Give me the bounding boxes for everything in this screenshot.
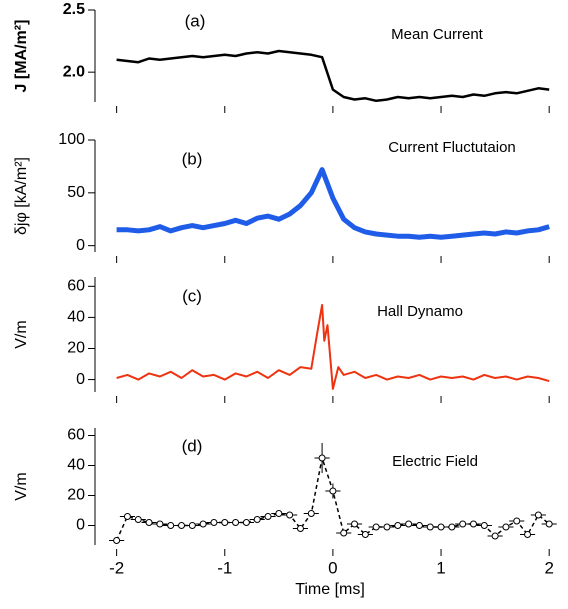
y-tick-label: 40 (67, 457, 85, 474)
panel-label: (a) (185, 11, 206, 30)
y-tick-label: 2.5 (63, 1, 85, 18)
point (199, 520, 207, 528)
y-tick-label: 2.0 (63, 63, 85, 80)
point (545, 520, 553, 528)
y-tick-label: 20 (67, 487, 85, 504)
point (123, 513, 131, 520)
line (116, 49, 550, 103)
point (437, 523, 445, 531)
point (221, 519, 229, 526)
x-tick-label: 2 (544, 558, 553, 577)
point (394, 522, 402, 529)
point (502, 523, 510, 531)
point (264, 513, 272, 520)
point (253, 516, 261, 523)
point (145, 519, 153, 526)
y-axis-label: δjφ [kA/m²] (13, 157, 30, 235)
point (426, 523, 434, 531)
panel-title: Hall Dynamo (377, 303, 463, 320)
panel-label: (b) (182, 149, 203, 168)
y-tick-label: 0 (76, 237, 85, 254)
point (113, 537, 121, 544)
x-tick-label: 0 (328, 558, 337, 577)
point (178, 522, 186, 529)
x-axis-label: Time [ms] (295, 581, 365, 598)
point (318, 454, 326, 462)
y-tick-label: 20 (67, 340, 85, 357)
point (156, 520, 164, 528)
point (372, 523, 380, 531)
point (405, 520, 413, 528)
point (329, 487, 337, 495)
x-tick-label: 1 (436, 558, 445, 577)
point (340, 529, 348, 537)
point (469, 520, 477, 528)
point (307, 510, 315, 517)
x-tick-label: -2 (109, 558, 124, 577)
point (361, 531, 369, 538)
y-axis-label: V/m (13, 320, 30, 348)
y-tick-label: 100 (58, 131, 85, 148)
y-tick-label: 0 (76, 371, 85, 388)
panel-title: Current Fluctutaion (388, 139, 516, 156)
line (116, 167, 550, 240)
point (134, 516, 142, 523)
point (286, 511, 294, 519)
point (513, 517, 521, 525)
y-tick-label: 50 (67, 184, 85, 201)
point (448, 523, 456, 531)
y-tick-label: 60 (67, 427, 85, 444)
point (459, 520, 467, 528)
point (351, 520, 359, 528)
point (275, 510, 283, 517)
point (524, 531, 532, 538)
point (242, 519, 250, 526)
point (188, 522, 196, 529)
point (491, 532, 499, 540)
point (210, 519, 218, 526)
y-axis-label: J [MA/m²] (13, 20, 30, 93)
point (480, 522, 488, 529)
line (116, 304, 550, 390)
y-tick-label: 40 (67, 309, 85, 326)
point (296, 525, 304, 532)
y-tick-label: 60 (67, 278, 85, 295)
point (415, 522, 423, 529)
point (534, 511, 542, 519)
point (167, 522, 175, 529)
panel-title: Mean Current (391, 26, 484, 43)
y-axis-label: V/m (13, 472, 30, 500)
x-tick-label: -1 (217, 558, 232, 577)
panel-label: (c) (182, 286, 202, 305)
point (232, 519, 240, 526)
point (383, 523, 391, 531)
panel-title: Electric Field (392, 453, 478, 470)
panel-label: (d) (182, 436, 203, 455)
y-tick-label: 0 (76, 517, 85, 534)
